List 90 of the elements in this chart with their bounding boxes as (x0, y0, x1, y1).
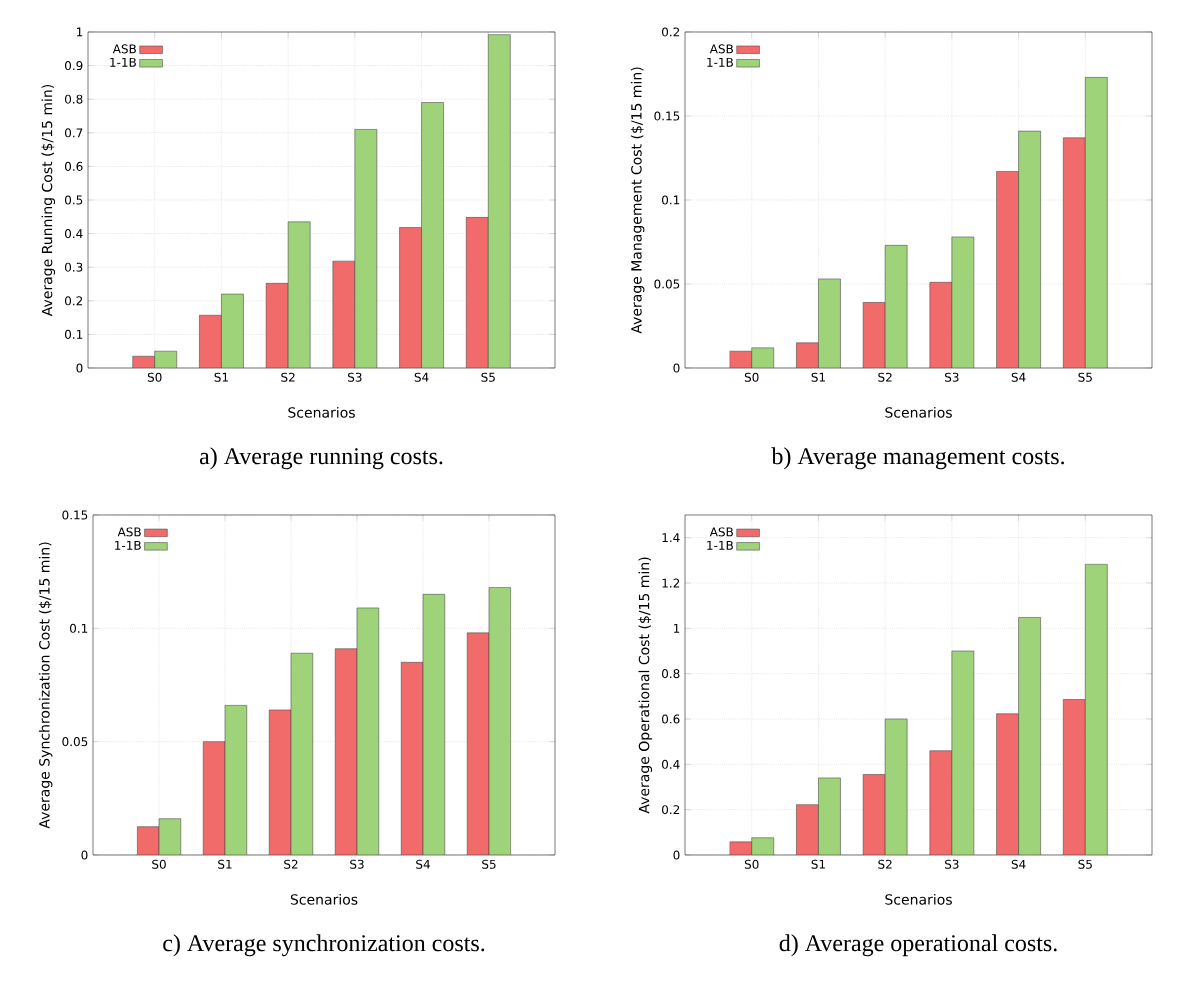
x-tick-label: S4 (1011, 372, 1026, 382)
bar (399, 227, 422, 368)
bar (862, 302, 886, 368)
y-tick-label: 0.3 (65, 262, 83, 272)
bar (796, 804, 819, 855)
legend-label: 1-1B (707, 57, 733, 67)
text: c) Average synchronization costs. (163, 934, 485, 957)
y-tick-label: 0.15 (62, 510, 88, 520)
y-tick-label: 0 (673, 363, 680, 373)
bar (1063, 137, 1086, 368)
y-tick-label: 0.05 (654, 279, 680, 289)
x-tick-label: S4 (414, 372, 429, 382)
x-tick-label: S3 (348, 372, 362, 382)
y-tick-label: 0.15 (654, 111, 680, 121)
text: a) Average running costs. (199, 447, 443, 470)
legend-label: 1-1B (707, 540, 733, 550)
x-tick-label: S1 (811, 372, 825, 382)
x-tick-label: S4 (416, 859, 430, 869)
bar (796, 342, 819, 368)
legend-label: ASB (709, 527, 733, 537)
bar (862, 774, 886, 855)
legend-label: 1-1B (115, 540, 141, 550)
x-axis-title: Scenarios (885, 893, 952, 905)
bar (488, 587, 512, 855)
bar (996, 713, 1019, 855)
x-tick-label: S0 (744, 859, 759, 869)
bar (929, 750, 953, 855)
bar (466, 216, 489, 368)
x-axis-title: Scenarios (885, 406, 952, 418)
legend-label: ASB (112, 44, 136, 54)
text: d) Average operational costs. (779, 934, 1057, 957)
y-tick-label: 0.1 (662, 195, 680, 205)
y-tick-label: 1 (673, 623, 680, 633)
legend-label: ASB (709, 44, 733, 54)
y-tick-label: 0.4 (662, 759, 680, 769)
y-tick-label: 0.6 (65, 161, 83, 171)
text: b) Average management costs. (771, 447, 1064, 470)
y-tick-label: 0 (673, 850, 680, 860)
x-tick-label: S2 (281, 372, 295, 382)
x-tick-label: S1 (214, 372, 228, 382)
y-tick-label: 1.4 (662, 533, 680, 543)
bar (996, 171, 1019, 368)
x-tick-label: S2 (878, 859, 892, 869)
x-tick-label: S3 (350, 859, 364, 869)
y-tick-label: 0.6 (662, 714, 680, 724)
x-axis-title: Scenarios (288, 406, 355, 418)
y-axis-title: Average Operational Cost ($/15 min) (638, 557, 653, 814)
y-tick-label: 0.7 (65, 128, 83, 138)
y-tick-label: 0.2 (65, 296, 83, 306)
y-tick-label: 1.2 (662, 578, 680, 588)
x-tick-label: S1 (811, 859, 825, 869)
x-tick-label: S5 (1078, 859, 1092, 869)
bar (199, 314, 222, 368)
y-tick-label: 0.8 (662, 669, 680, 679)
y-tick-label: 0.8 (65, 94, 83, 104)
y-tick-label: 1 (76, 27, 83, 37)
bar (1063, 699, 1086, 855)
x-tick-label: S2 (878, 372, 892, 382)
bar (224, 705, 248, 855)
x-tick-label: S5 (482, 859, 496, 869)
legend-label: ASB (117, 527, 141, 537)
x-tick-label: S5 (1078, 372, 1092, 382)
y-tick-label: 0.2 (662, 805, 680, 815)
y-tick-label: 0.1 (65, 329, 83, 339)
x-tick-label: S0 (152, 859, 166, 869)
y-tick-label: 0.9 (65, 61, 83, 71)
x-tick-label: S2 (284, 859, 298, 869)
x-tick-label: S3 (945, 372, 959, 382)
x-tick-label: S0 (147, 372, 162, 382)
legend-label: 1-1B (110, 57, 136, 67)
y-tick-label: 0.4 (65, 229, 83, 239)
x-tick-label: S5 (481, 372, 495, 382)
bar (422, 594, 446, 855)
y-axis-title: Average Running Cost ($/15 min) (41, 84, 56, 317)
y-axis-title: Average Synchronization Cost ($/15 min) (38, 542, 53, 829)
x-tick-label: S0 (744, 372, 759, 382)
bar (290, 652, 314, 855)
x-tick-label: S4 (1011, 859, 1026, 869)
x-axis-title: Scenarios (290, 893, 358, 905)
y-tick-label: 0.5 (65, 195, 83, 205)
bar (332, 260, 356, 368)
bar (356, 607, 380, 855)
y-tick-label: 0.1 (70, 623, 88, 633)
y-tick-label: 0 (76, 363, 83, 373)
y-tick-label: 0.2 (662, 27, 680, 37)
x-tick-label: S1 (218, 859, 232, 869)
y-axis-title: Average Management Cost ($/15 min) (630, 67, 645, 334)
y-tick-label: 0.05 (62, 737, 88, 747)
y-tick-label: 0 (81, 850, 88, 860)
x-tick-label: S3 (945, 859, 959, 869)
